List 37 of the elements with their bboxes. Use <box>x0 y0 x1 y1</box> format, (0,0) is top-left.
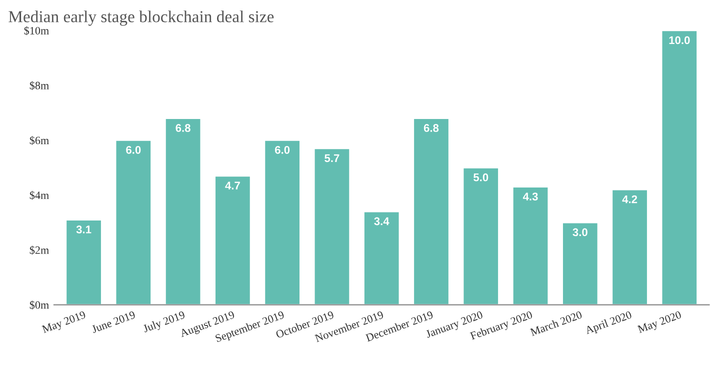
bar <box>65 219 102 305</box>
data-label: 3.0 <box>572 228 588 236</box>
data-label: 6.0 <box>275 146 290 154</box>
data-label: 6.8 <box>424 124 439 132</box>
bar <box>214 175 252 305</box>
data-label: 5.0 <box>473 173 488 182</box>
bar <box>114 140 152 305</box>
data-label: 3.1 <box>76 226 92 234</box>
bar <box>562 222 599 305</box>
data-label: 10.0 <box>669 36 690 44</box>
chart-title: Median early stage blockchain deal size <box>8 10 274 26</box>
y-tick-label: $8m <box>30 81 49 90</box>
x-tick-label: May 2020 <box>637 310 682 336</box>
x-tick-label: June 2019 <box>91 310 136 334</box>
x-tick-label: April 2020 <box>584 310 633 336</box>
bar <box>264 140 301 305</box>
bar <box>164 118 202 305</box>
data-label: 5.7 <box>324 154 340 162</box>
x-tick-label: May 2019 <box>42 310 87 336</box>
y-tick-label: $4m <box>30 190 49 200</box>
data-label: 3.4 <box>374 217 390 226</box>
bar <box>660 30 698 305</box>
data-label: 6.8 <box>176 124 190 132</box>
bar <box>462 166 500 305</box>
data-label: 4.2 <box>622 195 638 204</box>
bar <box>412 118 450 305</box>
bar <box>313 148 351 305</box>
bar <box>512 186 550 305</box>
bar <box>611 188 648 305</box>
y-tick-label: $0m <box>30 300 49 310</box>
y-tick-label: $2m <box>30 246 49 255</box>
data-label: 4.7 <box>225 182 240 190</box>
y-tick-label: $10m <box>24 26 49 36</box>
data-label: 6.0 <box>126 146 141 154</box>
data-label: 4.3 <box>522 192 538 201</box>
y-tick-label: $6m <box>30 136 49 145</box>
bar <box>363 210 400 305</box>
